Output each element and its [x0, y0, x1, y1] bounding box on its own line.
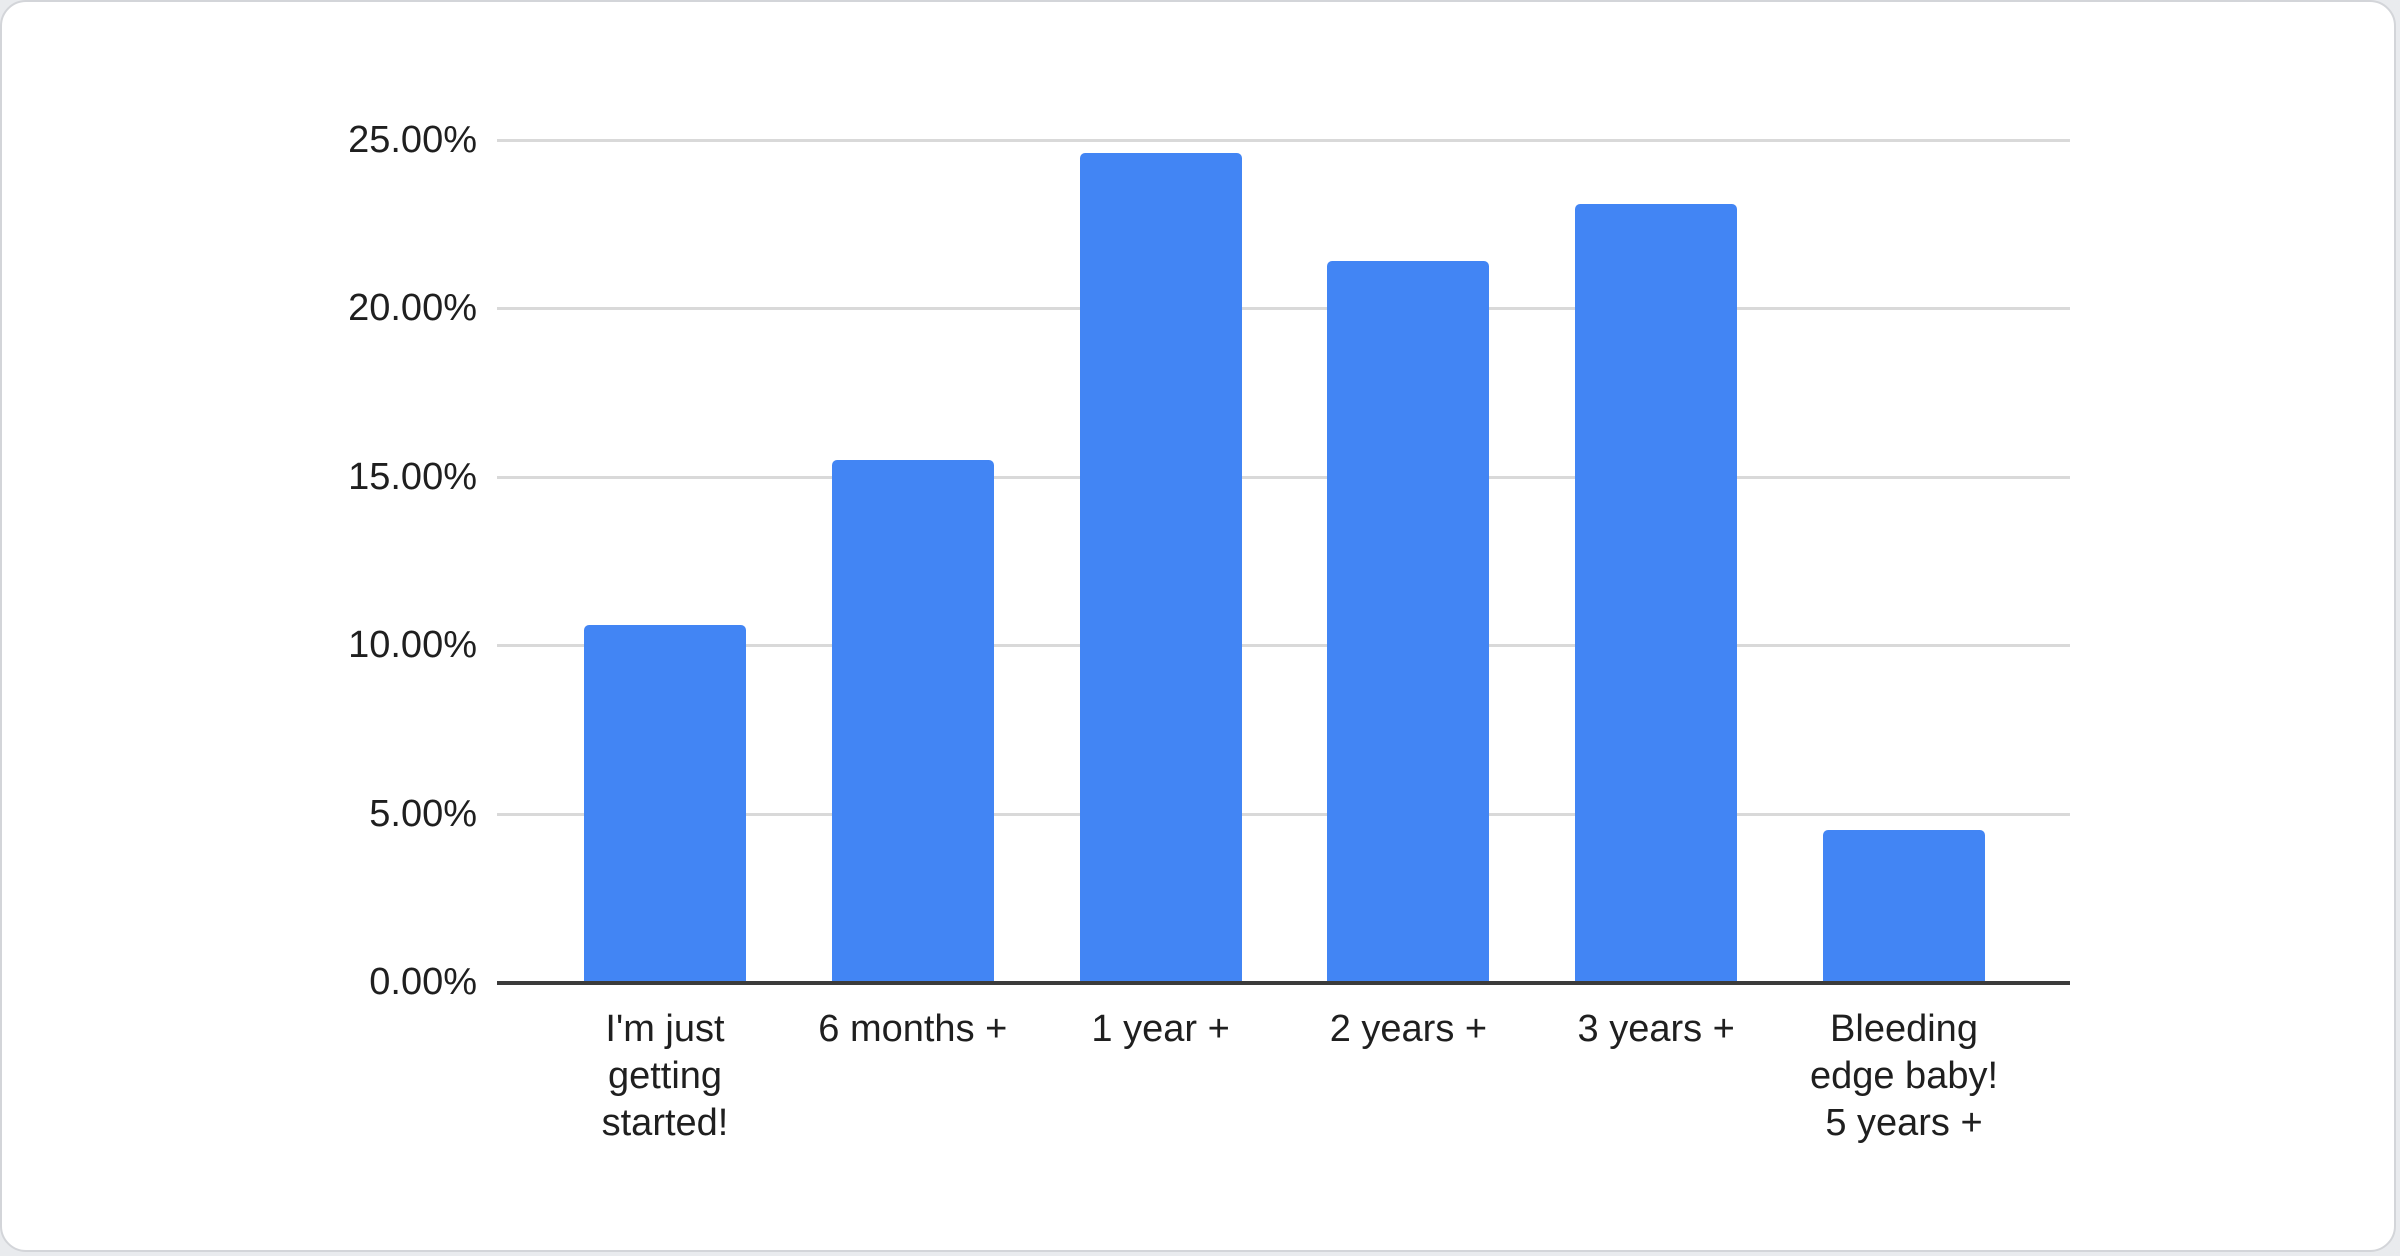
- x-axis-category-label: 6 months +: [818, 1008, 1008, 1050]
- x-axis-category-label: 2 years +: [1329, 1008, 1488, 1050]
- y-axis-tick-label: 25.00%: [348, 119, 477, 161]
- x-axis-category-label: Bleeding edge baby! 5 years +: [1809, 1008, 1999, 1144]
- x-axis-category-label: 1 year +: [1091, 1008, 1230, 1050]
- gridline: [497, 139, 2070, 142]
- y-axis-tick-label: 5.00%: [369, 792, 477, 835]
- bar-6: [1823, 830, 1985, 982]
- gridline: [497, 644, 2070, 648]
- bar-4: [1327, 261, 1490, 982]
- y-axis-tick-label: 15.00%: [348, 455, 477, 498]
- gridline: [497, 307, 2070, 311]
- x-axis-line: [497, 981, 2070, 985]
- gridline: [497, 812, 2070, 816]
- bar-3: [1079, 153, 1242, 982]
- bar-2: [831, 459, 994, 982]
- bar-1: [584, 624, 746, 982]
- x-axis-category-label: I'm just getting started!: [601, 1008, 729, 1144]
- y-axis-tick-label: 0.00%: [369, 961, 477, 1003]
- y-axis-tick-label: 10.00%: [348, 624, 477, 667]
- bar-5: [1575, 203, 1738, 982]
- y-axis-tick-label: 20.00%: [348, 287, 477, 330]
- gridline: [497, 475, 2070, 479]
- x-axis-category-label: 3 years +: [1577, 1008, 1735, 1050]
